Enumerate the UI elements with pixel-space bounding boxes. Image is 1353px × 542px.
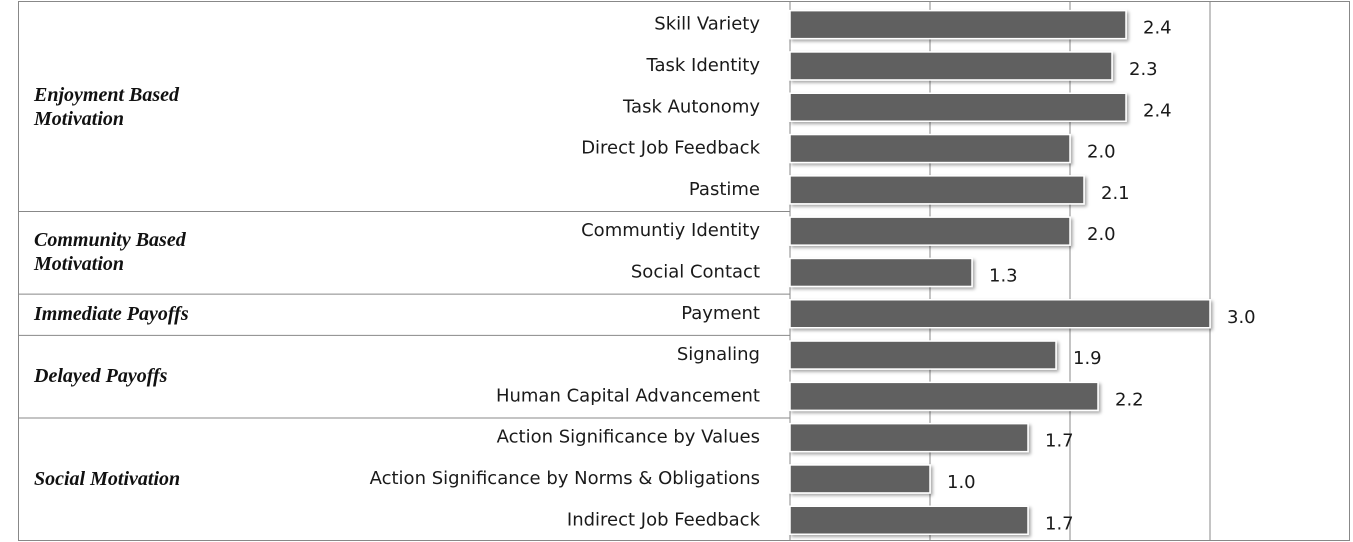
- category-label: Human Capital Advancement: [496, 385, 760, 406]
- value-label: 2.4: [1143, 18, 1172, 39]
- category-label: Direct Job Feedback: [581, 138, 760, 159]
- group-label: Delayed Payoffs: [34, 364, 168, 387]
- bar: [789, 505, 1029, 535]
- bar: [789, 340, 1057, 370]
- category-label: Signaling: [677, 344, 760, 365]
- value-label: 1.7: [1045, 431, 1074, 452]
- bar: [789, 299, 1211, 329]
- category-label: Payment: [681, 303, 760, 324]
- value-label: 1.9: [1073, 348, 1102, 369]
- category-label: Action Significance by Values: [497, 427, 760, 448]
- value-label: 2.1: [1101, 183, 1130, 204]
- group-label: Social Motivation: [34, 467, 181, 490]
- frame: [18, 1, 1350, 541]
- value-label: 1.7: [1045, 513, 1074, 534]
- value-label: 2.3: [1129, 59, 1158, 80]
- bar: [789, 422, 1029, 453]
- category-label: Indirect Job Feedback: [567, 509, 761, 530]
- value-label: 2.2: [1115, 389, 1144, 410]
- group-label: Enjoyment Based Motivation: [34, 84, 180, 131]
- value-label: 2.4: [1143, 100, 1172, 121]
- category-label: Task Identity: [645, 55, 760, 76]
- bar: [789, 92, 1127, 122]
- bar: [789, 464, 931, 494]
- category-label: Pastime: [689, 179, 760, 200]
- bar: [789, 257, 973, 288]
- category-label: Task Autonomy: [622, 96, 760, 117]
- category-label: Communtiy Identity: [581, 220, 760, 241]
- bar: [789, 51, 1113, 81]
- value-label: 2.0: [1087, 224, 1116, 245]
- value-label: 2.0: [1087, 142, 1116, 163]
- value-label: 1.0: [947, 472, 976, 493]
- bar: [789, 175, 1085, 205]
- group-label: Community Based Motivation: [34, 228, 186, 275]
- group-label: Immediate Payoffs: [34, 302, 189, 325]
- bar: [789, 133, 1071, 164]
- category-label: Action Significance by Norms & Obligatio…: [370, 468, 760, 489]
- value-label: 1.3: [989, 265, 1018, 286]
- category-label: Skill Variety: [654, 14, 760, 35]
- category-label: Social Contact: [631, 261, 760, 282]
- bar: [789, 381, 1099, 412]
- bar: [789, 9, 1127, 40]
- value-label: 3.0: [1227, 307, 1256, 328]
- bar: [789, 216, 1071, 246]
